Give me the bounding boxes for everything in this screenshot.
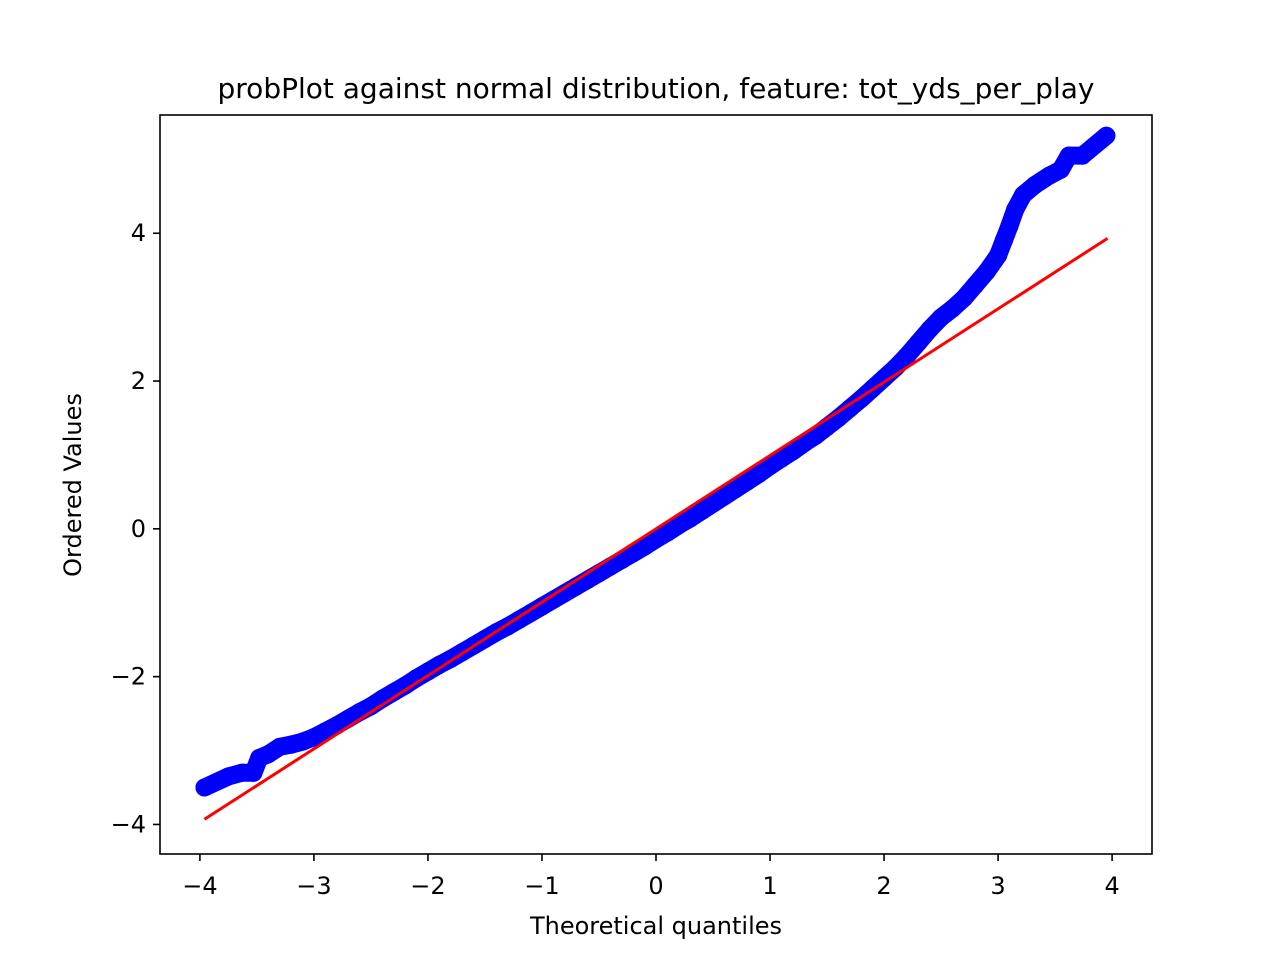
y-tick-label: 0: [131, 515, 146, 543]
y-tick-label: 2: [131, 367, 146, 395]
data-point: [994, 231, 1013, 250]
x-axis-label: Theoretical quantiles: [529, 912, 782, 940]
data-point: [977, 262, 996, 281]
y-tick-label: −4: [111, 810, 146, 838]
y-tick-label: 4: [131, 219, 146, 247]
data-point: [1073, 146, 1092, 165]
fit-line-series: [203, 237, 1109, 821]
x-tick-label: −2: [410, 872, 445, 900]
data-point: [1097, 126, 1116, 145]
data-point: [219, 767, 238, 786]
data-point: [1025, 176, 1044, 195]
x-tick-label: −3: [296, 872, 331, 900]
x-tick-label: 4: [1104, 872, 1119, 900]
data-point: [875, 369, 894, 388]
y-tick-label: −2: [111, 663, 146, 691]
y-axis-label: Ordered Values: [59, 393, 87, 577]
x-tick-label: 0: [648, 872, 663, 900]
chart-title: probPlot against normal distribution, fe…: [218, 72, 1095, 105]
data-point: [966, 275, 985, 294]
data-point: [954, 289, 973, 308]
x-tick-label: 3: [990, 872, 1005, 900]
data-point: [943, 299, 962, 318]
reference-fit-line: [203, 237, 1109, 821]
data-point: [195, 778, 214, 797]
data-point: [897, 346, 916, 365]
data-point: [1006, 200, 1025, 219]
x-tick-label: −1: [524, 872, 559, 900]
x-axis: −4 −3 −2 −1 0 1 2 3 4: [182, 854, 1120, 900]
data-point: [244, 763, 263, 782]
data-point: [909, 333, 928, 352]
x-tick-label: 1: [762, 872, 777, 900]
data-point: [1059, 146, 1078, 165]
x-tick-label: 2: [876, 872, 891, 900]
data-point: [1051, 160, 1070, 179]
data-point: [989, 246, 1008, 265]
y-axis: −4 −2 0 2 4: [111, 219, 160, 838]
x-tick-label: −4: [182, 872, 217, 900]
data-point: [920, 320, 939, 339]
data-point: [1000, 216, 1019, 235]
